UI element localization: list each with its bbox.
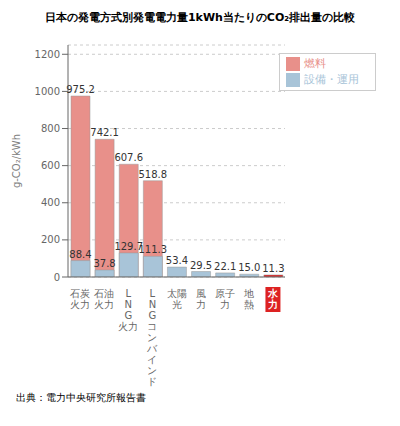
svg-text:石油火力: 石油火力 xyxy=(94,288,114,310)
svg-text:原子力: 原子力 xyxy=(215,288,235,310)
svg-text:22.1: 22.1 xyxy=(214,261,236,272)
svg-text:600: 600 xyxy=(41,160,60,171)
svg-text:742.1: 742.1 xyxy=(90,127,119,138)
svg-text:111.3: 111.3 xyxy=(139,244,168,255)
svg-text:太陽光: 太陽光 xyxy=(167,288,187,310)
svg-text:LNG火力: LNG火力 xyxy=(118,288,138,332)
svg-text:400: 400 xyxy=(41,197,60,208)
svg-text:975.2: 975.2 xyxy=(66,84,95,95)
svg-text:LNGコンバインド: LNGコンバインド xyxy=(146,288,158,387)
svg-text:37.8: 37.8 xyxy=(93,258,115,269)
html-text:出典：電力中央研究所報告書: 出典：電力中央研究所報告書 xyxy=(16,392,146,403)
svg-text:11.3: 11.3 xyxy=(262,263,284,274)
html-text:設備・運用: 設備・運用 xyxy=(304,73,359,86)
svg-text:地熱: 地熱 xyxy=(243,288,254,310)
svg-text:石炭火力: 石炭火力 xyxy=(70,288,90,310)
svg-text:200: 200 xyxy=(41,234,60,245)
html-text:日本の発電方式別発電電力量1kWh当たりのCO₂排出量の比較: 日本の発電方式別発電電力量1kWh当たりのCO₂排出量の比較 xyxy=(44,11,356,24)
svg-text:0: 0 xyxy=(54,272,60,283)
svg-text:水力: 水力 xyxy=(267,288,279,310)
svg-text:風力: 風力 xyxy=(196,288,206,310)
html-text:燃料: 燃料 xyxy=(304,57,326,70)
svg-text:53.4: 53.4 xyxy=(166,255,188,266)
svg-text:518.8: 518.8 xyxy=(139,169,168,180)
svg-text:g-CO₂/kWh: g-CO₂/kWh xyxy=(11,134,22,188)
svg-text:607.6: 607.6 xyxy=(114,152,143,163)
svg-text:1200: 1200 xyxy=(35,49,60,60)
svg-text:800: 800 xyxy=(41,123,60,134)
svg-text:129.7: 129.7 xyxy=(114,240,143,252)
svg-text:29.5: 29.5 xyxy=(190,260,212,271)
svg-text:1000: 1000 xyxy=(35,86,60,97)
svg-text:15.0: 15.0 xyxy=(238,262,260,273)
svg-text:88.4: 88.4 xyxy=(69,249,91,260)
